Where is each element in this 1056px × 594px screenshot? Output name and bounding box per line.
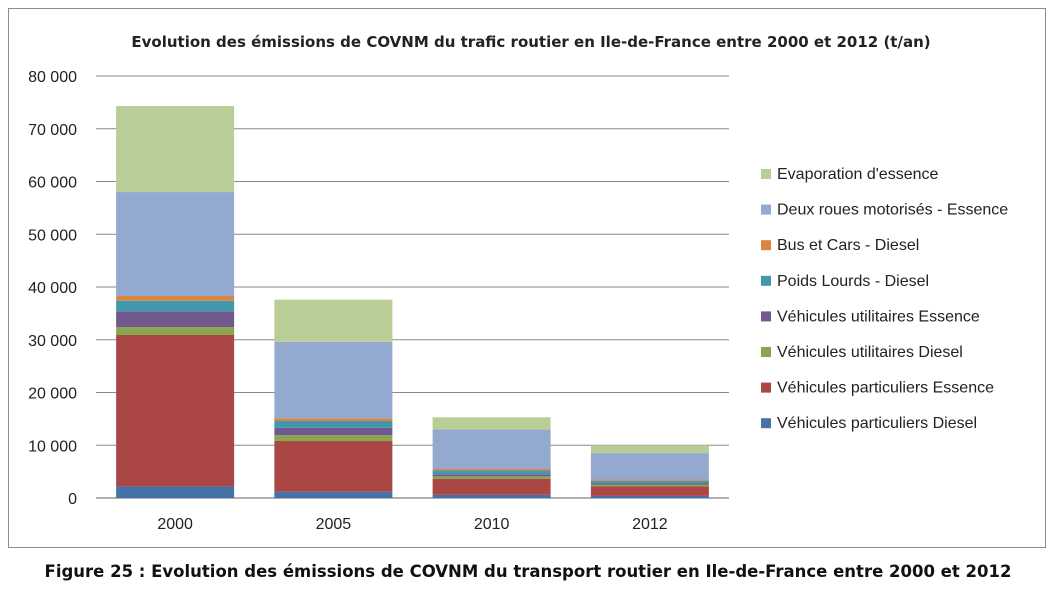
bar-segment: [432, 468, 551, 471]
legend-swatch: [761, 311, 771, 322]
legend-swatch: [761, 275, 771, 286]
x-tick-label: 2000: [157, 516, 193, 533]
legend-label: Poids Lourds - Diesel: [777, 273, 929, 290]
x-tick-label: 2012: [632, 516, 668, 533]
legend: Evaporation d'essence Deux roues motorisé…: [761, 166, 1008, 432]
legend-label: Véhicules particuliers Essence: [777, 380, 994, 397]
legend-label: Bus et Cars - Diesel: [777, 237, 919, 254]
y-tick-label: 0: [68, 491, 77, 508]
x-axis: 2000 2005 2010 2012: [157, 516, 667, 533]
bar-segment: [590, 445, 709, 454]
y-tick-label: 30 000: [28, 333, 77, 350]
bar-segment: [116, 300, 235, 312]
figure-caption: Figure 25 : Evolution des émissions de C…: [44, 562, 1012, 581]
chart-frame: Evolution des émissions de COVNM du traf…: [8, 8, 1046, 548]
bars: [116, 106, 709, 498]
bar-segment: [274, 491, 393, 498]
bar-segment: [432, 429, 551, 469]
x-tick-label: 2010: [474, 516, 510, 533]
legend-swatch: [761, 169, 771, 179]
bar-segment: [116, 106, 235, 193]
bar-segment: [432, 476, 551, 480]
bar-segment: [590, 480, 709, 484]
legend-label: Véhicules particuliers Diesel: [777, 415, 977, 432]
legend-swatch: [761, 204, 771, 215]
bar-segment: [590, 483, 709, 485]
legend-label: Véhicules utilitaires Essence: [777, 308, 980, 325]
bar-segment: [432, 474, 551, 477]
y-tick-label: 20 000: [28, 386, 77, 403]
stacked-bar-chart: Evolution des émissions de COVNM du traf…: [28, 33, 1008, 533]
bar-segment: [116, 295, 235, 301]
y-tick-label: 60 000: [28, 175, 77, 192]
y-tick-label: 70 000: [28, 122, 77, 139]
bar-segment: [274, 341, 393, 419]
legend-swatch: [761, 240, 771, 251]
y-tick-label: 50 000: [28, 227, 77, 244]
bar-segment: [116, 327, 235, 336]
bar-segment: [590, 484, 709, 487]
bar-segment: [274, 435, 393, 442]
legend-label: Véhicules utilitaires Diesel: [777, 344, 963, 361]
bar-segment: [590, 495, 709, 498]
bar-segment: [116, 311, 235, 328]
bar-segment: [590, 479, 709, 481]
legend-swatch: [761, 347, 771, 357]
bar-segment: [274, 299, 393, 342]
bar-segment: [432, 417, 551, 430]
bar-segment: [116, 486, 235, 498]
bar-segment: [590, 453, 709, 480]
legend-swatch: [761, 418, 771, 429]
y-axis: 0 10 000 20 000 30 000 40 000 50 000 60 000 70 …: [28, 69, 77, 508]
bar-segment: [432, 470, 551, 475]
chart-title: Evolution des émissions de COVNM du traf…: [131, 33, 930, 51]
x-tick-label: 2005: [316, 516, 352, 533]
bar-segment: [432, 494, 551, 498]
y-tick-label: 10 000: [28, 438, 77, 455]
bar-segment: [590, 486, 709, 496]
bar-segment: [274, 420, 393, 428]
bar-segment: [274, 418, 393, 421]
bar-segment: [432, 479, 551, 495]
y-tick-label: 80 000: [28, 69, 77, 86]
y-tick-label: 40 000: [28, 280, 77, 297]
bar-segment: [274, 441, 393, 492]
bar-segment: [116, 192, 235, 296]
legend-label: Evaporation d'essence: [777, 166, 938, 183]
bar-segment: [274, 427, 393, 436]
legend-label: Deux roues motorisés - Essence: [777, 202, 1008, 219]
bar-segment: [116, 335, 235, 487]
legend-swatch: [761, 382, 771, 393]
